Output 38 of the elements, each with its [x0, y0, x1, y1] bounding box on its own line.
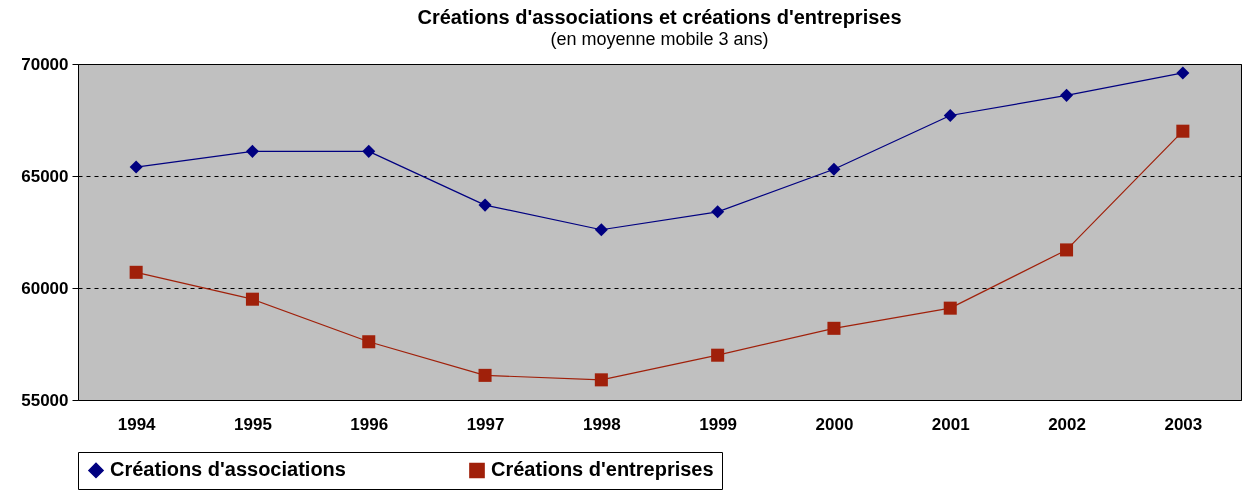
point: [1176, 66, 1190, 80]
x-tick-label: 1997: [466, 414, 505, 434]
point: [245, 292, 259, 306]
chart-title: Créations d'associations et créations d'entreprises: [417, 6, 902, 28]
point: [594, 373, 608, 387]
x-tick-label: 1996: [350, 414, 389, 434]
point: [245, 144, 259, 158]
point: [478, 198, 492, 212]
legend-label: Créations d'associations: [110, 458, 346, 481]
y-tick-label: 65000: [21, 166, 69, 186]
point: [362, 335, 376, 349]
point: [478, 368, 492, 382]
point: [711, 205, 725, 219]
y-tick-label: 70000: [21, 54, 69, 74]
y-tick-label: 60000: [21, 278, 69, 298]
point: [943, 109, 957, 123]
x-tick-label: 1994: [117, 414, 157, 434]
x-tick-label: 2002: [1048, 414, 1086, 434]
point: [827, 162, 841, 176]
point: [1060, 243, 1074, 257]
point: [1060, 88, 1074, 102]
x-tick-label: 1998: [582, 414, 621, 434]
point: [943, 301, 957, 315]
point: [711, 348, 725, 362]
x-tick-label: 2001: [931, 414, 970, 434]
point: [129, 160, 143, 174]
point: [129, 265, 143, 279]
x-tick-label: 1999: [699, 414, 738, 434]
point: [594, 223, 608, 237]
chart-subtitle: (en moyenne mobile 3 ans): [550, 29, 769, 49]
x-tick-label: 2000: [815, 414, 854, 434]
x-tick-label: 2003: [1164, 414, 1203, 434]
y-tick-label: 55000: [21, 390, 69, 410]
x-tick-label: 1995: [234, 414, 272, 434]
point: [827, 321, 841, 335]
legend-label: Créations d'entreprises: [491, 458, 714, 481]
point: [1176, 124, 1190, 138]
point: [362, 144, 376, 158]
